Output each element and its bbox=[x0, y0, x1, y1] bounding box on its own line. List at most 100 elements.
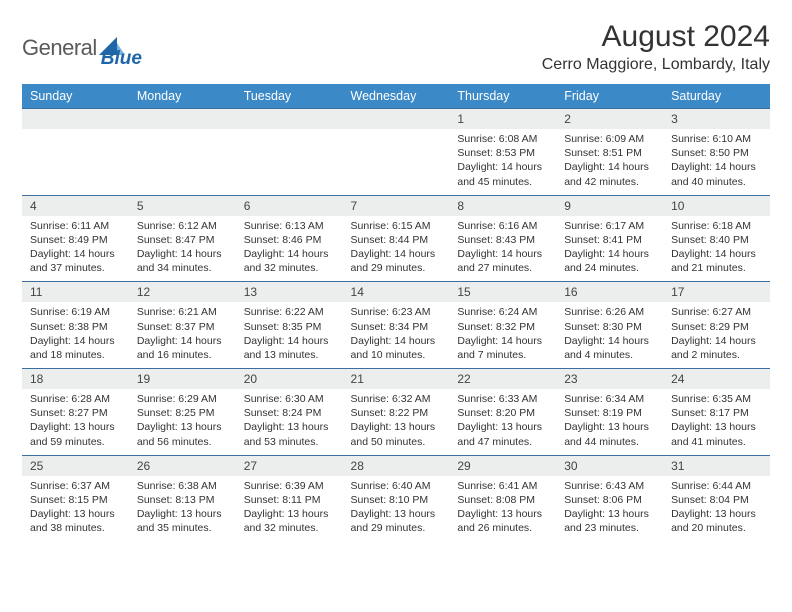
daylight-line-1: Daylight: 14 hours bbox=[137, 334, 228, 348]
details-row: Sunrise: 6:28 AMSunset: 8:27 PMDaylight:… bbox=[22, 389, 770, 455]
daylight-line-1: Daylight: 13 hours bbox=[244, 507, 335, 521]
date-number: 4 bbox=[30, 199, 37, 213]
daylight-line-1: Daylight: 13 hours bbox=[351, 420, 442, 434]
date-cell: 28 bbox=[343, 455, 450, 476]
details-cell: Sunrise: 6:16 AMSunset: 8:43 PMDaylight:… bbox=[449, 216, 556, 282]
details-cell: Sunrise: 6:09 AMSunset: 8:51 PMDaylight:… bbox=[556, 129, 663, 195]
date-number: 12 bbox=[137, 285, 150, 299]
details-cell: Sunrise: 6:22 AMSunset: 8:35 PMDaylight:… bbox=[236, 302, 343, 368]
logo-text-general: General bbox=[22, 35, 97, 60]
sunrise-line: Sunrise: 6:44 AM bbox=[671, 479, 762, 493]
daylight-line-2: and 41 minutes. bbox=[671, 435, 762, 449]
details-cell: Sunrise: 6:44 AMSunset: 8:04 PMDaylight:… bbox=[663, 476, 770, 542]
daylight-line-1: Daylight: 14 hours bbox=[351, 247, 442, 261]
location: Cerro Maggiore, Lombardy, Italy bbox=[542, 56, 770, 74]
date-cell: 3 bbox=[663, 109, 770, 130]
daylight-line-1: Daylight: 14 hours bbox=[244, 247, 335, 261]
date-cell: 6 bbox=[236, 195, 343, 216]
details-cell: Sunrise: 6:23 AMSunset: 8:34 PMDaylight:… bbox=[343, 302, 450, 368]
details-cell bbox=[343, 129, 450, 195]
daylight-line-1: Daylight: 13 hours bbox=[671, 507, 762, 521]
date-cell: 7 bbox=[343, 195, 450, 216]
details-cell: Sunrise: 6:08 AMSunset: 8:53 PMDaylight:… bbox=[449, 129, 556, 195]
date-cell: 21 bbox=[343, 369, 450, 390]
sunset-line: Sunset: 8:38 PM bbox=[30, 320, 121, 334]
details-cell: Sunrise: 6:34 AMSunset: 8:19 PMDaylight:… bbox=[556, 389, 663, 455]
daylight-line-1: Daylight: 13 hours bbox=[564, 420, 655, 434]
date-cell: 1 bbox=[449, 109, 556, 130]
details-cell bbox=[236, 129, 343, 195]
date-cell: 31 bbox=[663, 455, 770, 476]
daylight-line-2: and 38 minutes. bbox=[30, 521, 121, 535]
date-number: 20 bbox=[244, 372, 257, 386]
day-header: Saturday bbox=[663, 84, 770, 109]
date-number: 18 bbox=[30, 372, 43, 386]
date-number: 26 bbox=[137, 459, 150, 473]
daylight-line-2: and 29 minutes. bbox=[351, 521, 442, 535]
sunset-line: Sunset: 8:30 PM bbox=[564, 320, 655, 334]
logo-text-blue: Blue bbox=[101, 48, 142, 70]
sunrise-line: Sunrise: 6:22 AM bbox=[244, 305, 335, 319]
details-cell: Sunrise: 6:43 AMSunset: 8:06 PMDaylight:… bbox=[556, 476, 663, 542]
details-cell: Sunrise: 6:12 AMSunset: 8:47 PMDaylight:… bbox=[129, 216, 236, 282]
daylight-line-2: and 26 minutes. bbox=[457, 521, 548, 535]
daylight-line-2: and 24 minutes. bbox=[564, 261, 655, 275]
sunset-line: Sunset: 8:44 PM bbox=[351, 233, 442, 247]
sunrise-line: Sunrise: 6:40 AM bbox=[351, 479, 442, 493]
sunrise-line: Sunrise: 6:16 AM bbox=[457, 219, 548, 233]
logo: General Blue bbox=[22, 20, 142, 70]
sunrise-line: Sunrise: 6:35 AM bbox=[671, 392, 762, 406]
details-cell: Sunrise: 6:35 AMSunset: 8:17 PMDaylight:… bbox=[663, 389, 770, 455]
date-cell: 2 bbox=[556, 109, 663, 130]
daylight-line-2: and 32 minutes. bbox=[244, 521, 335, 535]
daylight-line-1: Daylight: 14 hours bbox=[671, 247, 762, 261]
sunrise-line: Sunrise: 6:32 AM bbox=[351, 392, 442, 406]
daylight-line-1: Daylight: 14 hours bbox=[564, 247, 655, 261]
date-cell: 10 bbox=[663, 195, 770, 216]
details-cell: Sunrise: 6:21 AMSunset: 8:37 PMDaylight:… bbox=[129, 302, 236, 368]
daylight-line-2: and 34 minutes. bbox=[137, 261, 228, 275]
sunrise-line: Sunrise: 6:34 AM bbox=[564, 392, 655, 406]
details-cell: Sunrise: 6:33 AMSunset: 8:20 PMDaylight:… bbox=[449, 389, 556, 455]
month-title: August 2024 bbox=[542, 20, 770, 54]
date-number: 27 bbox=[244, 459, 257, 473]
header: General Blue August 2024 Cerro Maggiore,… bbox=[22, 20, 770, 74]
daylight-line-2: and 21 minutes. bbox=[671, 261, 762, 275]
daylight-line-2: and 20 minutes. bbox=[671, 521, 762, 535]
sunset-line: Sunset: 8:41 PM bbox=[564, 233, 655, 247]
daylight-line-1: Daylight: 13 hours bbox=[564, 507, 655, 521]
date-number: 13 bbox=[244, 285, 257, 299]
calendar-table: Sunday Monday Tuesday Wednesday Thursday… bbox=[22, 84, 770, 541]
daylight-line-1: Daylight: 14 hours bbox=[30, 247, 121, 261]
daylight-line-1: Daylight: 14 hours bbox=[137, 247, 228, 261]
date-number: 23 bbox=[564, 372, 577, 386]
details-cell: Sunrise: 6:13 AMSunset: 8:46 PMDaylight:… bbox=[236, 216, 343, 282]
sunset-line: Sunset: 8:13 PM bbox=[137, 493, 228, 507]
details-cell: Sunrise: 6:30 AMSunset: 8:24 PMDaylight:… bbox=[236, 389, 343, 455]
daylight-line-1: Daylight: 14 hours bbox=[244, 334, 335, 348]
daylight-line-2: and 16 minutes. bbox=[137, 348, 228, 362]
details-cell: Sunrise: 6:10 AMSunset: 8:50 PMDaylight:… bbox=[663, 129, 770, 195]
date-number: 3 bbox=[671, 112, 678, 126]
daylight-line-2: and 27 minutes. bbox=[457, 261, 548, 275]
daylight-line-2: and 4 minutes. bbox=[564, 348, 655, 362]
details-cell: Sunrise: 6:19 AMSunset: 8:38 PMDaylight:… bbox=[22, 302, 129, 368]
daylight-line-2: and 18 minutes. bbox=[30, 348, 121, 362]
sunrise-line: Sunrise: 6:08 AM bbox=[457, 132, 548, 146]
daylight-line-2: and 45 minutes. bbox=[457, 175, 548, 189]
sunset-line: Sunset: 8:15 PM bbox=[30, 493, 121, 507]
sunset-line: Sunset: 8:40 PM bbox=[671, 233, 762, 247]
date-cell: 11 bbox=[22, 282, 129, 303]
details-cell bbox=[22, 129, 129, 195]
date-number: 22 bbox=[457, 372, 470, 386]
details-row: Sunrise: 6:37 AMSunset: 8:15 PMDaylight:… bbox=[22, 476, 770, 542]
daylight-line-2: and 59 minutes. bbox=[30, 435, 121, 449]
details-cell bbox=[129, 129, 236, 195]
sunrise-line: Sunrise: 6:43 AM bbox=[564, 479, 655, 493]
daylight-line-1: Daylight: 14 hours bbox=[351, 334, 442, 348]
daylight-line-1: Daylight: 13 hours bbox=[30, 420, 121, 434]
date-number: 5 bbox=[137, 199, 144, 213]
details-row: Sunrise: 6:19 AMSunset: 8:38 PMDaylight:… bbox=[22, 302, 770, 368]
date-cell: 27 bbox=[236, 455, 343, 476]
date-number: 28 bbox=[351, 459, 364, 473]
